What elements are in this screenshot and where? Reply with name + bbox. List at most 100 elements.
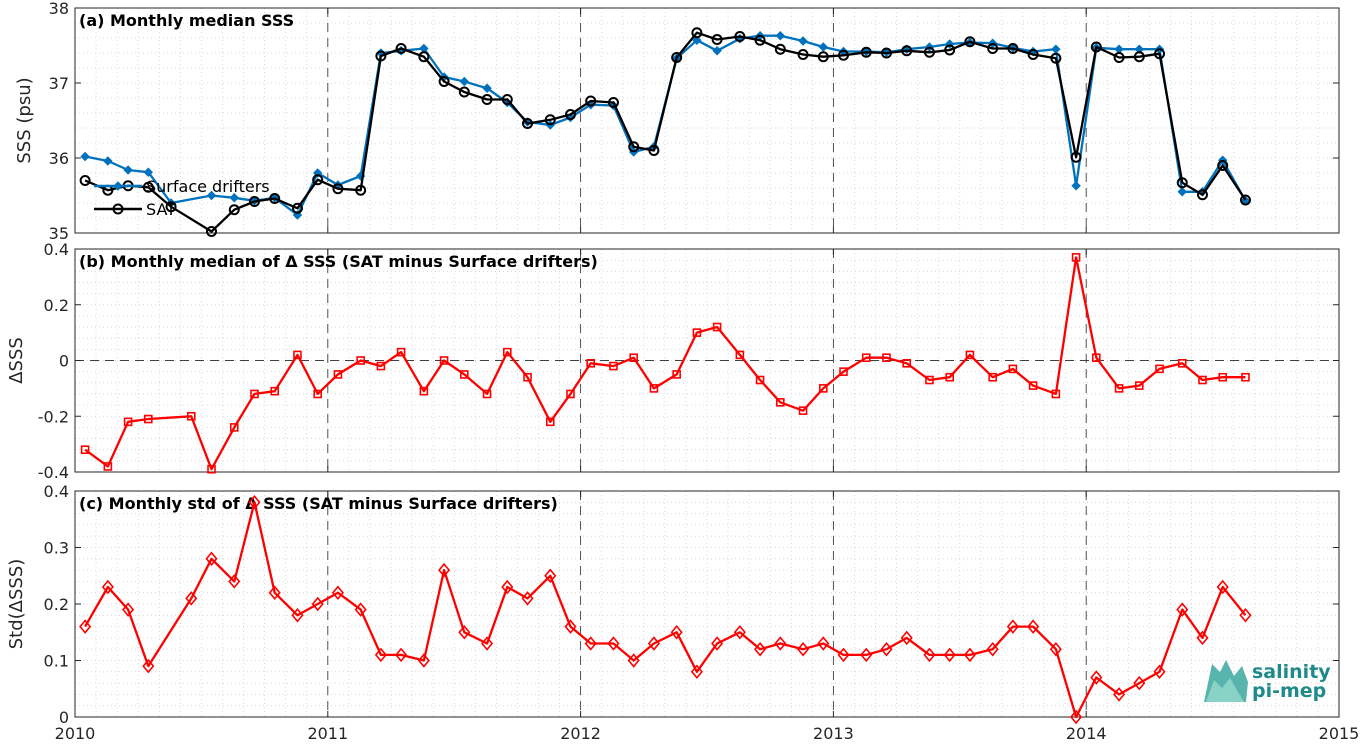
ytick-label: 0.1 — [44, 652, 69, 671]
data-point — [459, 76, 470, 87]
ytick-label: 0.2 — [44, 595, 69, 614]
data-point — [734, 31, 746, 42]
xtick-label: 2013 — [813, 724, 854, 743]
data-point — [395, 647, 408, 663]
data-point — [1050, 52, 1062, 64]
data-point — [123, 165, 133, 175]
data-point — [206, 190, 217, 201]
salinity-pi-mep-logo: salinity pi-mep — [1204, 660, 1331, 702]
data-point — [963, 647, 976, 663]
xtick-label: 2011 — [307, 724, 348, 743]
data-point — [585, 95, 597, 107]
data-point — [205, 551, 218, 567]
data-point — [333, 370, 343, 379]
data-point — [291, 608, 304, 623]
data-point — [143, 167, 154, 177]
data-point — [418, 51, 430, 63]
data-point — [228, 204, 240, 216]
legend-marker-sat — [112, 203, 124, 215]
data-point — [250, 389, 259, 399]
data-point — [964, 36, 976, 48]
xtick-label: 2014 — [1066, 724, 1107, 743]
data-point — [1239, 608, 1252, 623]
data-point — [607, 636, 620, 651]
data-point — [458, 625, 471, 640]
data-point — [564, 619, 577, 634]
data-point — [1153, 664, 1166, 680]
ytick-label: 35 — [49, 224, 69, 243]
data-point — [269, 193, 281, 204]
data-point — [1049, 641, 1062, 657]
data-point — [186, 411, 196, 421]
data-point — [144, 414, 153, 424]
data-point — [564, 109, 576, 120]
data-point — [712, 322, 722, 332]
data-point — [1051, 389, 1061, 399]
panel-title: (a) Monthly median SSS — [79, 11, 294, 30]
data-point — [882, 353, 891, 363]
data-point — [396, 347, 406, 357]
data-point — [797, 49, 809, 60]
data-point — [670, 625, 683, 640]
data-point — [691, 27, 703, 39]
data-point — [374, 647, 387, 663]
data-point — [860, 647, 873, 663]
panel-c-std-delta-sss: 0 0.1 0.2 0.3 0.4 2010 2011 2012 2013 2014 2015 Std… — [6, 482, 1359, 743]
data-point — [774, 636, 787, 651]
data-point — [458, 86, 470, 98]
data-point — [1154, 48, 1166, 60]
y-axis-label: Std(ΔSSS) — [6, 559, 27, 650]
data-point — [165, 201, 177, 213]
data-point — [838, 49, 850, 61]
data-point — [79, 619, 92, 634]
data-point — [1113, 687, 1126, 702]
data-point — [861, 353, 871, 363]
data-point — [417, 653, 430, 668]
legend-panel-a: Surface drifters SAT — [94, 177, 270, 219]
data-point — [481, 636, 494, 651]
data-point — [123, 417, 133, 427]
data-point — [1176, 602, 1189, 617]
data-point — [1133, 675, 1146, 691]
data-point — [584, 636, 597, 651]
data-point — [711, 34, 723, 45]
data-point — [185, 591, 198, 606]
data-point — [712, 46, 722, 56]
data-point — [711, 636, 724, 651]
data-point — [1008, 364, 1018, 374]
data-point — [544, 568, 557, 583]
data-point — [1218, 372, 1228, 382]
data-point — [523, 372, 532, 382]
data-point — [79, 175, 91, 186]
axes-box — [74, 7, 1340, 234]
data-point — [945, 372, 954, 382]
data-point — [142, 658, 155, 674]
data-point — [1090, 41, 1102, 53]
data-point — [501, 579, 514, 595]
data-point — [987, 43, 999, 54]
data-point — [944, 44, 956, 56]
data-point — [1177, 187, 1187, 197]
data-point — [248, 495, 261, 510]
ytick-label: 0 — [59, 708, 69, 727]
series-line — [84, 501, 1247, 719]
data-point — [482, 83, 492, 93]
legend-label-surface-drifters: Surface drifters — [146, 177, 270, 196]
ytick-label: 0.4 — [44, 482, 69, 501]
data-point — [839, 367, 848, 376]
data-point — [438, 562, 451, 578]
data-point — [1071, 181, 1081, 191]
data-point — [607, 97, 619, 108]
data-point — [902, 358, 912, 368]
data-point — [1070, 151, 1082, 163]
data-point — [501, 94, 513, 105]
data-point — [291, 202, 303, 214]
data-point — [545, 417, 555, 427]
data-point — [142, 181, 154, 193]
data-point — [754, 34, 766, 46]
data-point — [1196, 189, 1208, 201]
panel-title: (b) Monthly median of Δ SSS (SAT minus S… — [79, 252, 598, 271]
data-point — [270, 386, 280, 396]
data-point — [439, 356, 449, 365]
